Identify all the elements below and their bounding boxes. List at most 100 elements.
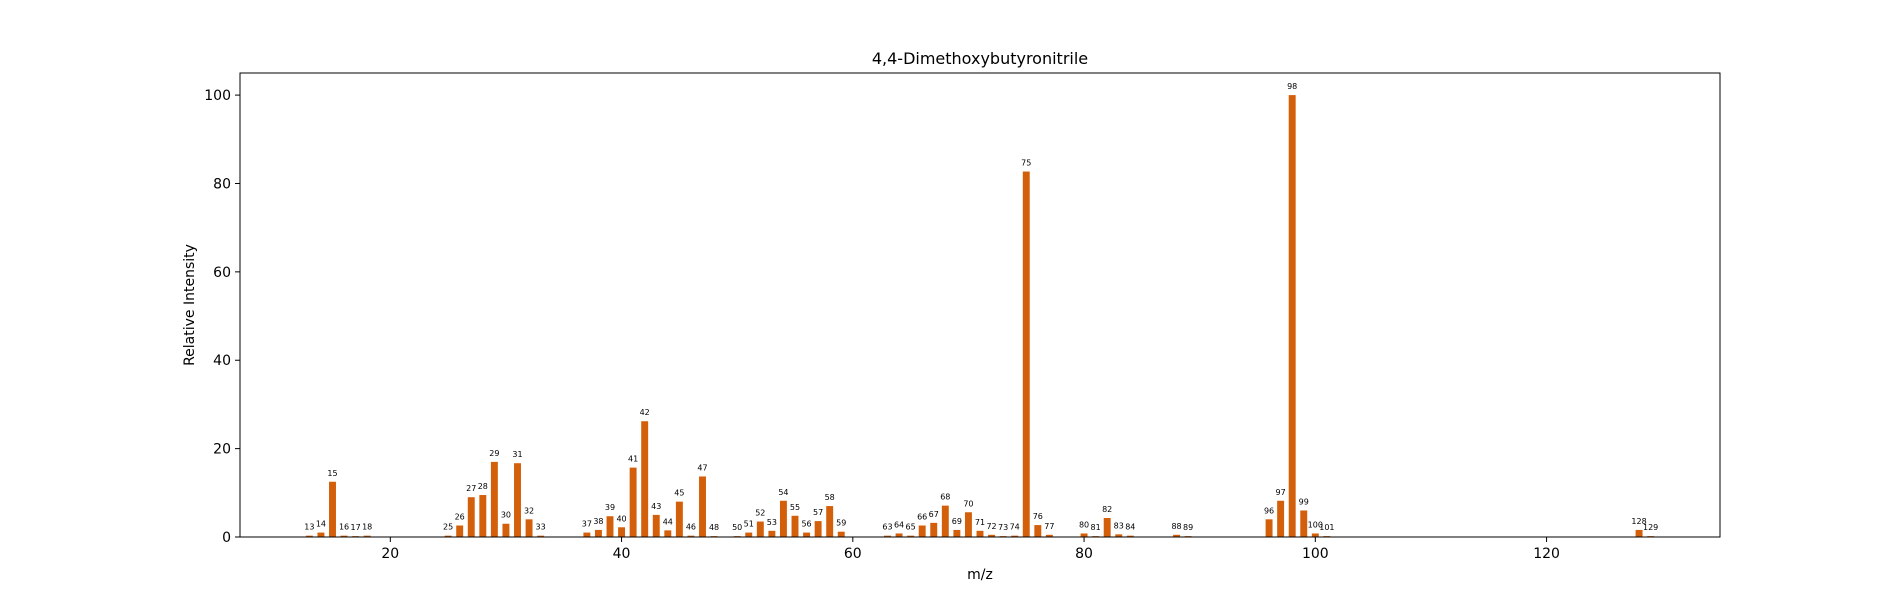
peak-bar	[699, 476, 706, 537]
peak-label: 28	[478, 482, 488, 491]
peak-bar	[456, 525, 464, 537]
peak-bar	[941, 505, 949, 537]
peak-label: 40	[616, 514, 626, 523]
peak-label: 18	[362, 523, 372, 532]
peak-label: 64	[894, 520, 904, 529]
peak-label: 98	[1287, 82, 1297, 91]
peak-bar	[1011, 535, 1019, 537]
peak-label: 30	[501, 511, 511, 520]
peak-bar	[1288, 95, 1296, 537]
plot-area-frame	[239, 72, 1721, 538]
y-tick-label: 40	[213, 353, 231, 369]
peak-bar	[976, 530, 984, 537]
peak-label: 84	[1125, 523, 1135, 532]
peak-bar	[329, 481, 336, 537]
peak-label: 53	[767, 518, 777, 527]
peak-bar	[479, 495, 487, 537]
x-tick-label: 60	[844, 546, 862, 562]
peak-bar	[745, 532, 753, 537]
peak-bar	[895, 533, 903, 537]
x-tick-label: 20	[381, 546, 399, 562]
peak-bar	[1265, 519, 1273, 537]
y-tick-label: 20	[213, 442, 231, 458]
peak-bar	[1022, 171, 1030, 537]
peak-bar	[768, 530, 776, 537]
y-tick-label: 60	[213, 265, 231, 281]
bars-layer	[305, 95, 1655, 537]
peak-label: 46	[686, 523, 696, 532]
peak-bar	[664, 530, 672, 537]
peak-bar	[583, 532, 591, 537]
peak-bar	[618, 527, 626, 537]
peak-label: 129	[1643, 523, 1658, 532]
peak-label: 45	[674, 489, 684, 498]
peak-bar	[305, 535, 313, 537]
peak-label: 77	[1044, 522, 1054, 531]
x-tick-label: 80	[1075, 546, 1093, 562]
peak-label: 58	[825, 493, 835, 502]
peak-bar	[606, 516, 614, 537]
peak-bar	[629, 467, 637, 537]
peak-bar	[317, 532, 325, 537]
peak-label: 68	[940, 493, 950, 502]
peak-label: 51	[744, 520, 754, 529]
peak-label: 25	[443, 523, 453, 532]
peak-bar	[467, 497, 475, 537]
peak-bar	[641, 421, 649, 537]
peak-label: 54	[778, 488, 788, 497]
y-tick-label: 0	[222, 530, 231, 546]
peak-bar	[1311, 533, 1319, 537]
peak-bar	[594, 529, 602, 537]
peak-bar	[652, 514, 660, 537]
peak-label: 42	[640, 408, 650, 417]
y-tick-label: 80	[213, 176, 231, 192]
peak-label: 50	[732, 523, 742, 532]
peak-bar	[1126, 535, 1134, 537]
peak-bar	[756, 521, 764, 537]
peak-label: 32	[524, 506, 534, 515]
peak-bar	[490, 461, 498, 537]
peak-bar	[884, 535, 891, 537]
y-axis-label: Relative Intensity	[182, 244, 198, 366]
peak-bar	[988, 534, 996, 537]
peak-label: 52	[755, 509, 765, 518]
peak-label: 81	[1091, 523, 1101, 532]
peak-bar	[814, 521, 822, 537]
peak-bar	[953, 529, 961, 537]
peak-bar	[964, 512, 972, 537]
peak-label: 16	[339, 523, 349, 532]
peak-bar	[514, 463, 521, 537]
peak-label: 17	[351, 523, 361, 532]
peak-bar	[1103, 517, 1111, 537]
chart-title: 4,4-Dimethoxybutyronitrile	[872, 49, 1088, 68]
peak-bar	[687, 535, 695, 537]
peak-label: 75	[1021, 159, 1031, 168]
peak-label: 89	[1183, 523, 1193, 532]
peak-label: 99	[1299, 497, 1309, 506]
peak-label: 70	[963, 499, 973, 508]
peak-bar	[1635, 529, 1643, 537]
peak-bar	[340, 535, 348, 537]
peak-label: 96	[1264, 506, 1274, 515]
peak-label: 97	[1276, 488, 1286, 497]
peak-bar	[537, 535, 545, 537]
peak-label: 57	[813, 508, 823, 517]
peak-bar	[930, 522, 938, 537]
peak-bar	[826, 506, 834, 537]
peak-label: 100	[1308, 520, 1323, 529]
peak-label: 37	[582, 520, 592, 529]
peak-bar	[907, 535, 915, 537]
x-tick-label: 100	[1302, 546, 1329, 562]
peak-label: 29	[489, 449, 499, 458]
peak-bar	[525, 519, 533, 537]
peak-label: 43	[651, 502, 661, 511]
peak-label: 128	[1631, 517, 1646, 526]
peak-label: 67	[929, 510, 939, 519]
tick-layer: 20 40 60 80 100 120 0 20 40 60 80 100	[204, 88, 1560, 562]
peak-bar	[779, 500, 787, 537]
peak-label: 39	[605, 503, 615, 512]
peak-label: 73	[998, 523, 1008, 532]
peak-label: 48	[709, 523, 719, 532]
